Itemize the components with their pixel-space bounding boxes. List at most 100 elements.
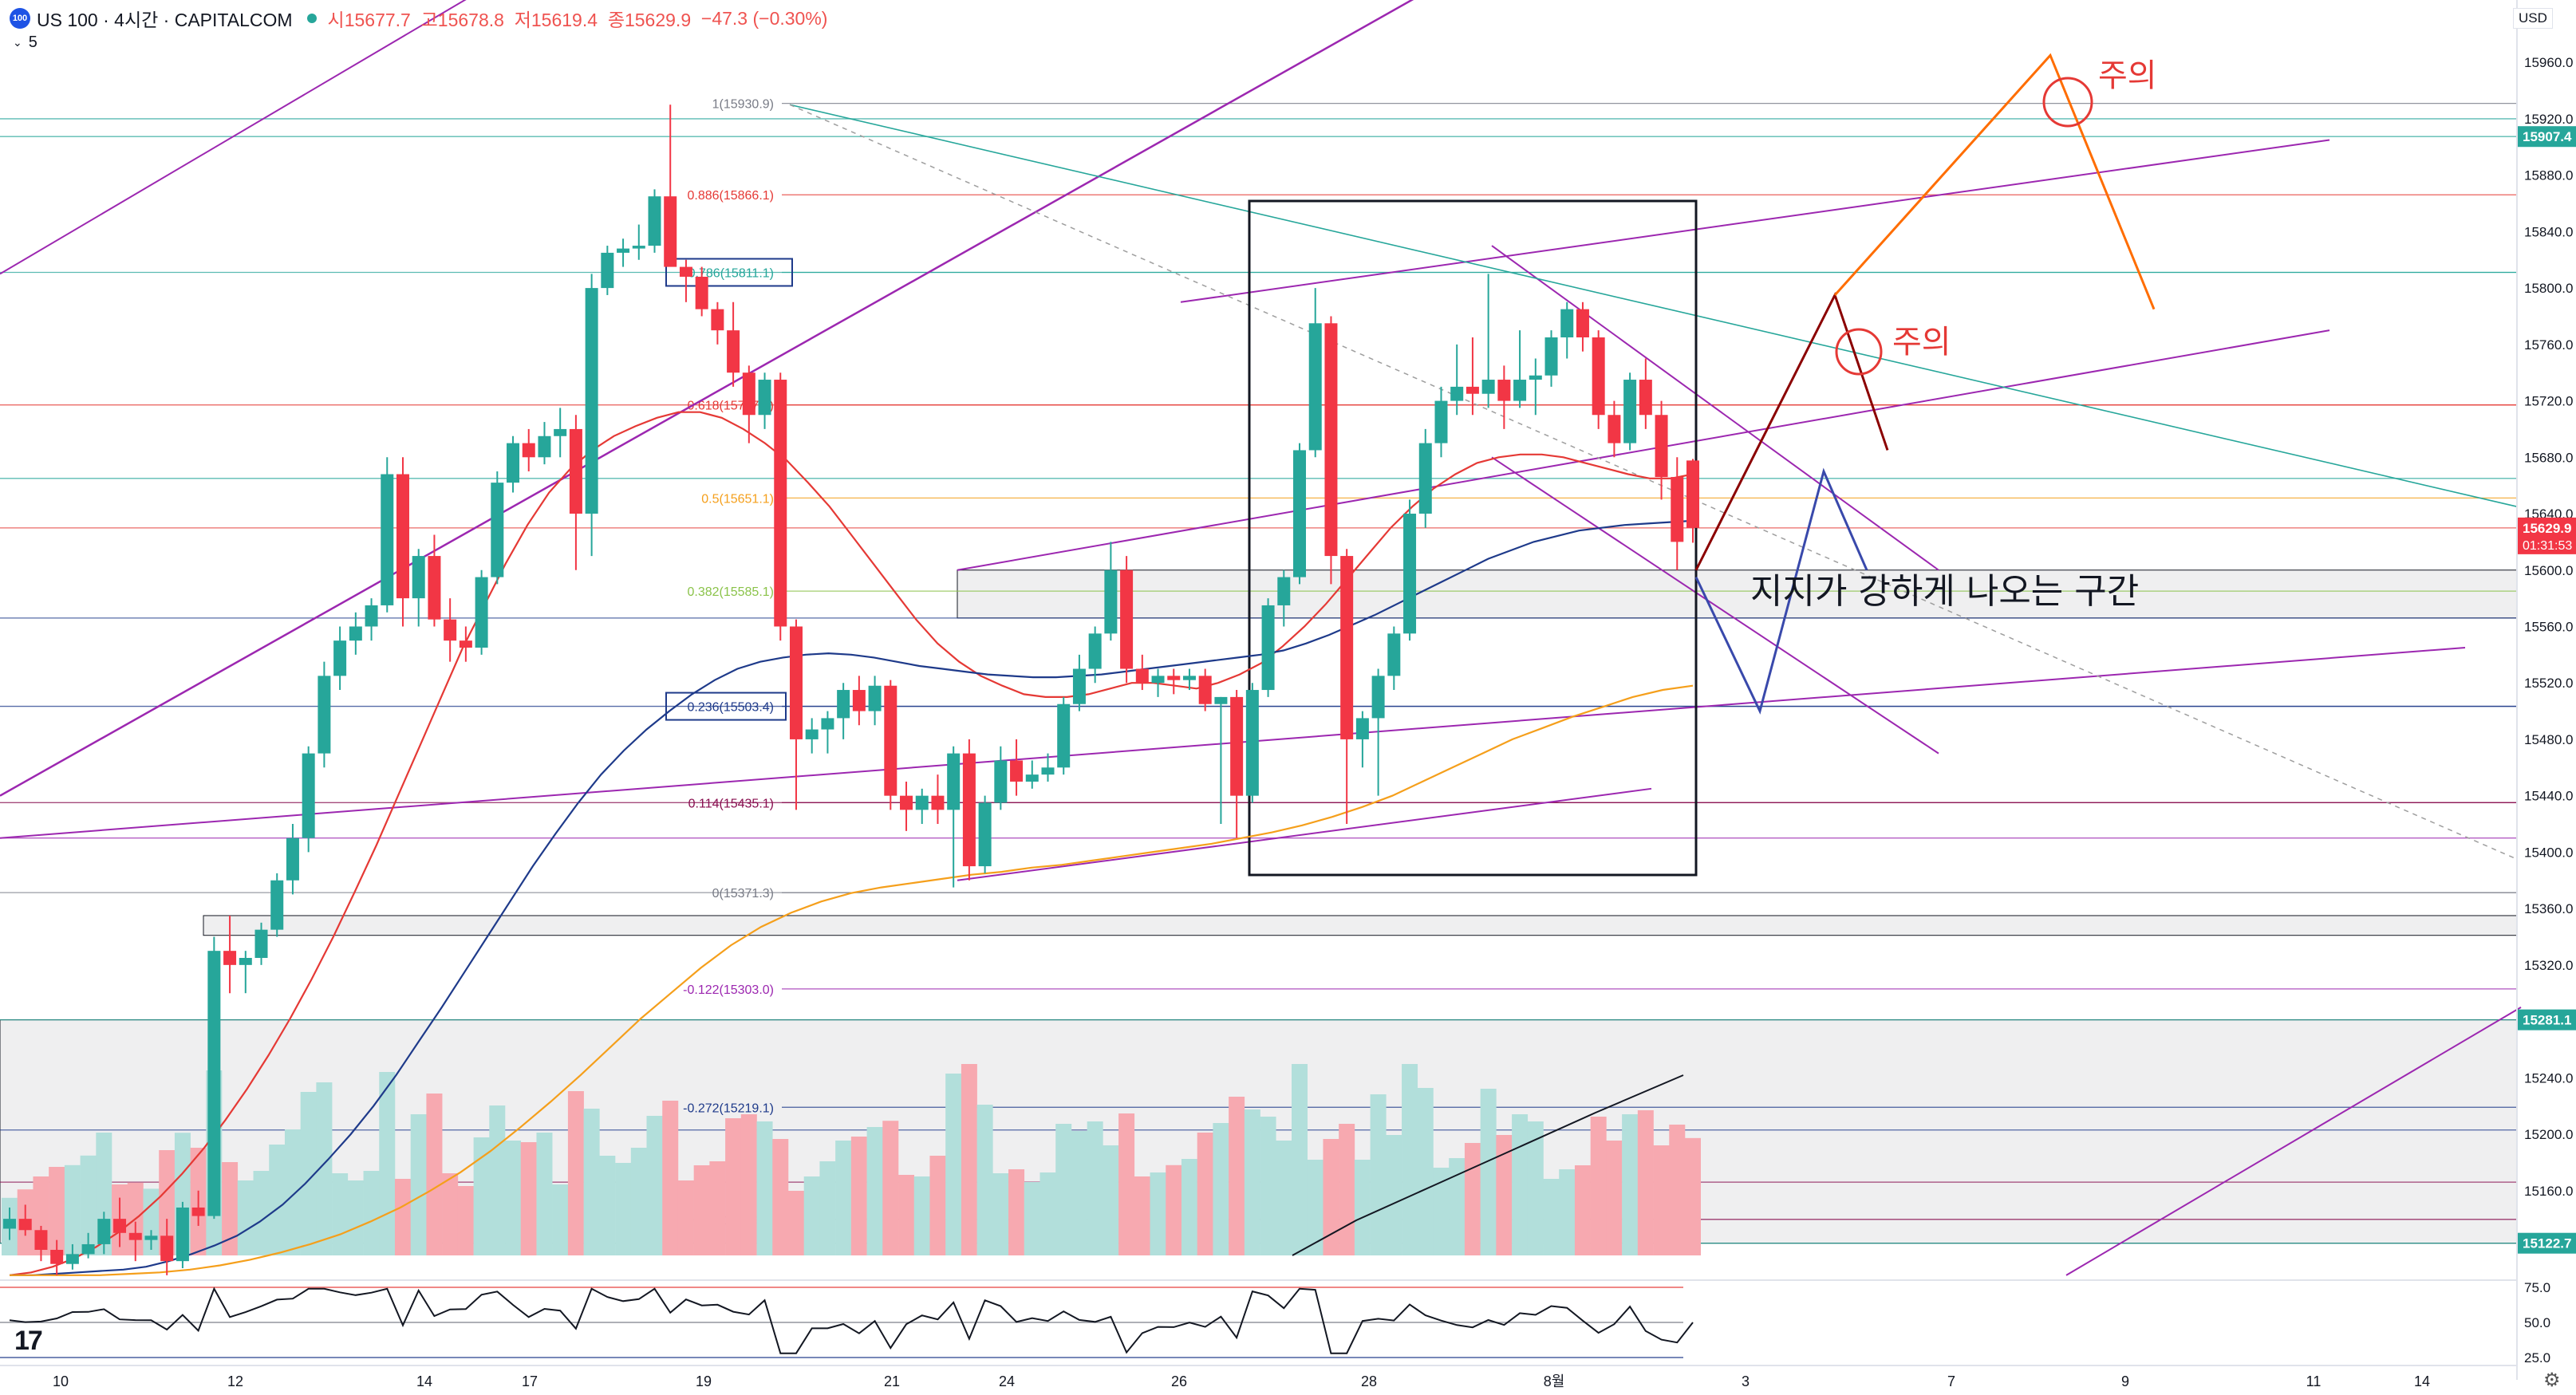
volume-bar — [237, 1180, 254, 1255]
indicator-value: 5 — [28, 33, 37, 51]
candle-body — [1340, 556, 1354, 739]
candle-body — [931, 795, 945, 810]
volume-bar — [1260, 1117, 1276, 1255]
price-badge-label: 15122.7 — [2523, 1236, 2571, 1251]
volume-bar — [1606, 1141, 1623, 1255]
candle-body — [1560, 309, 1574, 337]
trend-line — [1491, 245, 1939, 571]
candle-body — [679, 266, 692, 277]
price-badge — [2518, 1232, 2576, 1254]
candle-body — [444, 619, 457, 641]
volume-bar — [1039, 1172, 1056, 1255]
candle-body — [1513, 380, 1527, 401]
candle-body — [1025, 774, 1039, 782]
candle-body — [113, 1219, 127, 1233]
rsi-tick-label: 50.0 — [2524, 1315, 2550, 1330]
candle-body — [1466, 386, 1479, 394]
volume-bar — [159, 1150, 176, 1255]
symbol-title[interactable]: US 100 · 4시간 · CAPITALCOM — [37, 10, 293, 30]
candle-body — [191, 1207, 205, 1216]
volume-bar — [1574, 1165, 1591, 1255]
currency-label[interactable]: USD — [2513, 8, 2553, 29]
volume-bar — [1229, 1097, 1245, 1255]
candle-body — [1434, 400, 1448, 443]
candle-body — [538, 435, 551, 458]
volume-bar — [520, 1142, 537, 1255]
price-zone — [203, 915, 2518, 936]
volume-bar — [332, 1173, 349, 1255]
volume-bar — [1590, 1117, 1607, 1255]
volume-bar — [1103, 1145, 1119, 1255]
volume-bar — [473, 1137, 490, 1255]
volume-bar — [992, 1173, 1009, 1255]
x-tick-label: 3 — [1742, 1373, 1750, 1389]
candle-body — [1639, 380, 1652, 416]
y-tick-label: 15320.0 — [2524, 958, 2573, 973]
tradingview-logo-icon[interactable]: 17 — [14, 1326, 43, 1356]
volume-bar — [1087, 1121, 1103, 1255]
volume-bar — [1055, 1124, 1072, 1255]
y-tick-label: 15680.0 — [2524, 450, 2573, 465]
candle-body — [1387, 633, 1401, 676]
candle-body — [223, 951, 237, 965]
volume-bar — [976, 1105, 993, 1255]
fib-level-label: 0.236(15503.4) — [687, 701, 774, 715]
candle-body — [1576, 309, 1589, 337]
candle-body — [1481, 380, 1495, 394]
candle-body — [144, 1235, 158, 1240]
volume-bar — [1559, 1169, 1576, 1255]
candle-body — [1544, 337, 1558, 376]
volume-bar — [756, 1121, 773, 1255]
moving-average-line — [9, 411, 1694, 1276]
gear-icon[interactable]: ⚙ — [2543, 1369, 2561, 1391]
fib-level-label: -0.272(15219.1) — [683, 1101, 774, 1115]
candle-body — [648, 196, 661, 246]
fib-level-label: 0.886(15866.1) — [687, 189, 774, 203]
candle-body — [1418, 443, 1432, 514]
candle-body — [1686, 460, 1699, 528]
volume-bar — [1213, 1123, 1229, 1255]
volume-bar — [379, 1072, 396, 1255]
x-tick-label: 24 — [999, 1373, 1015, 1389]
candle-body — [491, 483, 504, 577]
caution-text: 주의 — [1892, 325, 1951, 360]
volume-bar — [1622, 1114, 1639, 1255]
chevron-down-icon[interactable]: ⌄ — [13, 36, 22, 49]
y-tick-label: 15880.0 — [2524, 168, 2573, 183]
volume-bar — [882, 1121, 899, 1255]
price-badge-label: 15629.9 — [2523, 521, 2571, 536]
volume-bar — [725, 1118, 742, 1255]
candle-body — [789, 626, 803, 739]
candle-body — [50, 1250, 64, 1264]
volume-bar — [1118, 1113, 1135, 1255]
candle-body — [97, 1219, 111, 1244]
volume-bar — [850, 1137, 867, 1255]
x-tick-label: 26 — [1171, 1373, 1187, 1389]
y-tick-label: 15400.0 — [2524, 845, 2573, 860]
volume-bar — [316, 1082, 333, 1255]
volume-bar — [284, 1129, 301, 1255]
support-zone-text: 지지가 강하게 나오는 구간 — [1750, 571, 2139, 612]
volume-bar — [426, 1094, 443, 1255]
candle-body — [900, 795, 913, 810]
volume-bar — [835, 1141, 852, 1255]
fib-level-label: 0.382(15585.1) — [687, 585, 774, 599]
y-tick-label: 15920.0 — [2524, 112, 2573, 127]
rsi-line — [9, 1287, 1694, 1354]
volume-bar — [772, 1139, 789, 1255]
price-badge-label: 15281.1 — [2523, 1013, 2571, 1028]
y-tick-label: 15480.0 — [2524, 732, 2573, 747]
trend-line — [0, 0, 467, 275]
candle-body — [1592, 337, 1605, 416]
volume-bar — [1354, 1160, 1371, 1255]
volume-bar — [1276, 1141, 1292, 1255]
trend-line — [957, 787, 1652, 881]
candle-body — [333, 640, 347, 676]
candle-body — [18, 1219, 32, 1231]
caution-circle — [2042, 77, 2093, 128]
close-value: 종15629.9 — [607, 10, 692, 30]
indicator-row[interactable]: ⌄ 5 — [13, 33, 37, 52]
volume-bar — [347, 1180, 364, 1255]
candle-body — [695, 276, 708, 309]
